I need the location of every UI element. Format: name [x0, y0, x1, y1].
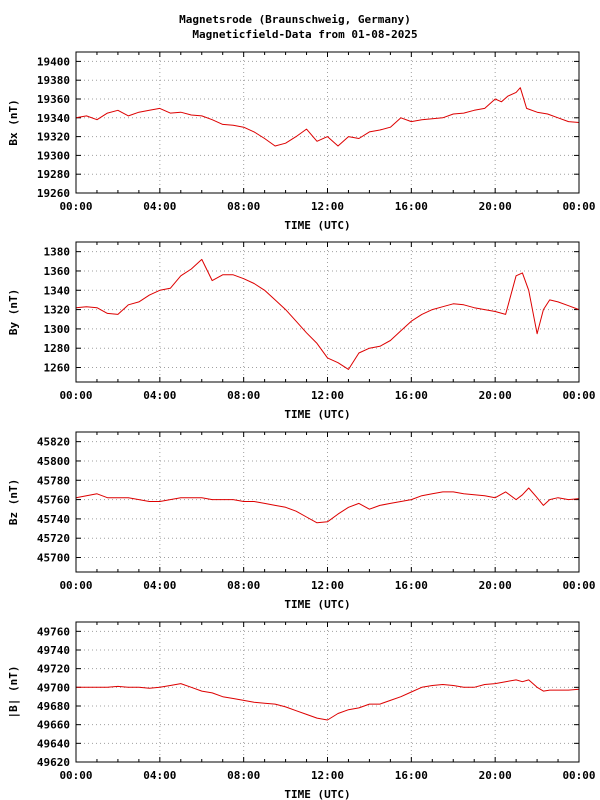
x-tick-label: 12:00	[311, 389, 344, 402]
y-tick-label: 45700	[37, 552, 70, 565]
x-tick-label: 16:00	[395, 769, 428, 782]
y-tick-label: 49720	[37, 663, 70, 676]
chart-panel-4: 00:00 04:00 08:00 12:00 16:00 20:00 00:0049620…	[7, 621, 596, 800]
y-tick-label: 45720	[37, 532, 70, 545]
x-tick-label: 00:00	[59, 389, 92, 402]
y-tick-label: 19340	[37, 112, 70, 125]
y-tick-label: 1340	[44, 284, 71, 297]
y-tick-label: 49740	[37, 644, 70, 657]
x-tick-label: 20:00	[479, 579, 512, 592]
series-line	[76, 679, 580, 721]
x-tick-label: 00:00	[59, 579, 92, 592]
x-tick-label: 12:00	[311, 200, 344, 213]
x-tick-label: 04:00	[143, 579, 176, 592]
y-axis-label: By (nT)	[7, 289, 20, 335]
x-tick-label: 20:00	[479, 389, 512, 402]
y-tick-label: 19320	[37, 131, 70, 144]
series-line	[75, 487, 580, 524]
y-tick-label: 49680	[37, 700, 70, 713]
x-tick-label: 00:00	[59, 200, 92, 213]
y-tick-label: 19400	[37, 55, 70, 68]
x-tick-label: 08:00	[227, 769, 260, 782]
y-tick-label: 45740	[37, 513, 70, 526]
chart-title-block: Magnetsrode (Braunschweig, Germany) Magn…	[0, 12, 600, 42]
y-axis-label: Bx (nT)	[7, 99, 20, 145]
chart-subtitle: Magneticfield-Data from 01-08-2025	[192, 28, 418, 41]
x-tick-label: 08:00	[227, 389, 260, 402]
x-axis-label: TIME (UTC)	[284, 598, 350, 611]
y-tick-label: 1280	[44, 342, 71, 355]
chart-panel-3: 00:00 04:00 08:00 12:00 16:00 20:00 00:00 45700…	[7, 431, 596, 611]
x-tick-label: 20:00	[479, 769, 512, 782]
x-tick-label: 08:00	[227, 579, 260, 592]
plot-frame	[75, 241, 580, 383]
x-tick-label: 12:00	[311, 769, 344, 782]
y-tick-label: 19360	[37, 93, 70, 106]
x-tick-label: 04:00	[143, 200, 176, 213]
y-tick-label: 19300	[37, 149, 70, 162]
plot-frame	[75, 431, 580, 573]
y-tick-label: 45760	[37, 494, 70, 507]
series-line	[75, 87, 580, 147]
chart-panel-2: 00:00 04:00 08:00 12:00 16:00 20:00 00:00 1260 1…	[7, 241, 596, 421]
y-tick-label: 49760	[37, 625, 70, 638]
series-line	[75, 258, 580, 370]
y-tick-label: 49620	[37, 756, 70, 769]
x-tick-label: 00:00	[562, 200, 595, 213]
y-tick-label: 45820	[37, 436, 70, 449]
y-tick-label: 19260	[37, 187, 70, 200]
y-tick-label: 45800	[37, 455, 70, 468]
y-tick-label: 19380	[37, 74, 70, 87]
x-tick-label: 00:00	[562, 579, 595, 592]
x-tick-label: 08:00	[227, 200, 260, 213]
x-axis-label: TIME (UTC)	[284, 219, 350, 232]
x-tick-label: 16:00	[395, 389, 428, 402]
chart-title: Magnetsrode (Braunschweig, Germany)	[179, 13, 411, 26]
y-tick-label: 1300	[44, 323, 71, 336]
y-axis-label: |B| (nT)	[7, 666, 20, 719]
x-axis-label: TIME (UTC)	[284, 788, 350, 800]
x-tick-label: 00:00	[562, 769, 595, 782]
y-tick-label: 49640	[37, 737, 70, 750]
plot-frame	[75, 51, 580, 194]
y-tick-label: 45780	[37, 474, 70, 487]
y-tick-label: 1360	[44, 265, 71, 278]
x-tick-label: 16:00	[395, 579, 428, 592]
y-tick-label: 49700	[37, 681, 70, 694]
y-axis-label: Bz (nT)	[7, 479, 20, 525]
y-tick-label: 19280	[37, 168, 70, 181]
x-tick-label: 20:00	[479, 200, 512, 213]
x-tick-label: 16:00	[395, 200, 428, 213]
y-tick-label: 1260	[44, 362, 71, 375]
x-tick-label: 00:00	[59, 769, 92, 782]
x-tick-label: 04:00	[143, 769, 176, 782]
plot-frame	[75, 621, 580, 763]
y-tick-label: 1380	[44, 246, 71, 259]
x-tick-label: 04:00	[143, 389, 176, 402]
y-tick-label: 49660	[37, 719, 70, 732]
chart-panel-1: 00:00 04:00 08:00 12:00 16:00 20:00 00:0019260…	[7, 51, 596, 232]
x-tick-label: 00:00	[562, 389, 595, 402]
y-tick-label: 1320	[44, 304, 71, 317]
x-axis-label: TIME (UTC)	[284, 408, 350, 421]
x-tick-label: 12:00	[311, 579, 344, 592]
